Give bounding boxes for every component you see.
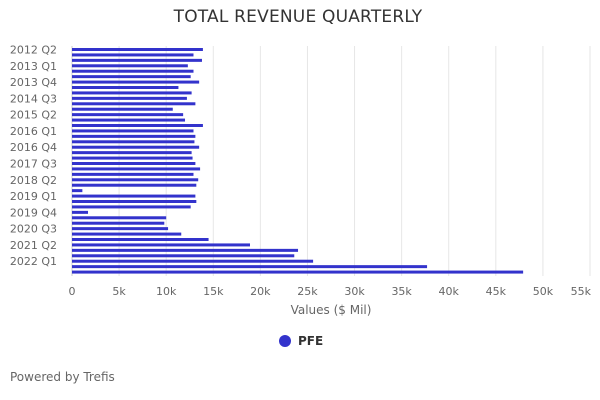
bar-2014-q1[interactable]: [72, 86, 179, 89]
powered-by-footer: Powered by Trefis: [10, 370, 115, 384]
x-tick-label: 25k: [297, 285, 318, 298]
x-tick-label: 45k: [486, 285, 507, 298]
bar-2013-q2[interactable]: [72, 69, 194, 73]
bar-2012-q4[interactable]: [72, 58, 202, 62]
legend-marker-icon: [279, 335, 291, 347]
y-tick-label: 2017 Q3: [10, 158, 57, 171]
bar-2022-q1[interactable]: [72, 259, 314, 263]
bar-2018-q2[interactable]: [72, 178, 199, 182]
bar-2013-q1[interactable]: [72, 64, 188, 68]
y-axis-labels: 2012 Q2 2013 Q1 2013 Q4 2014 Q3 2015 Q2 2016 …: [10, 44, 57, 269]
x-tick-label: 30k: [344, 285, 365, 298]
bar-2021-q1[interactable]: [72, 238, 209, 241]
bar-2012-q2[interactable]: [72, 48, 203, 51]
bar-2017-q2[interactable]: [72, 156, 193, 160]
bar-2020-q3[interactable]: [72, 227, 169, 231]
bar-2019-q4[interactable]: [72, 210, 89, 214]
bar-2015-q2[interactable]: [72, 113, 184, 117]
bar-2020-q4[interactable]: [72, 232, 182, 236]
y-tick-label: 2014 Q3: [10, 92, 57, 105]
bar-2019-q2[interactable]: [72, 200, 197, 203]
bar-2022-q2[interactable]: [72, 265, 428, 269]
bar-2015-q3[interactable]: [72, 118, 186, 122]
bar-2014-q3[interactable]: [72, 96, 187, 100]
y-tick-label: 2016 Q1: [10, 125, 57, 138]
bar-2019-q3[interactable]: [72, 205, 191, 209]
x-tick-label: 40k: [439, 285, 460, 298]
chart-title: TOTAL REVENUE QUARTERLY: [173, 7, 423, 27]
y-tick-label: 2013 Q4: [10, 76, 57, 89]
bar-2017-q4[interactable]: [72, 167, 201, 171]
x-tick-label: 50k: [533, 285, 554, 298]
bar-2013-q3[interactable]: [72, 75, 191, 79]
bar-2017-q1[interactable]: [72, 151, 192, 155]
bar-2015-q4[interactable]: [72, 124, 203, 127]
bar-2020-q2[interactable]: [72, 221, 165, 225]
bar-2021-q2[interactable]: [72, 243, 251, 247]
legend[interactable]: PFE: [279, 334, 323, 348]
bars: [72, 48, 524, 274]
x-tick-label: 10k: [156, 285, 177, 298]
y-tick-label: 2021 Q2: [10, 239, 57, 252]
y-tick-label: 2019 Q4: [10, 206, 57, 219]
bar-2017-q3[interactable]: [72, 162, 196, 165]
bar-2021-q4[interactable]: [72, 254, 295, 258]
legend-label: PFE: [298, 334, 324, 348]
x-tick-label: 5k: [112, 285, 126, 298]
bar-2016-q4[interactable]: [72, 145, 200, 149]
bar-2012-q3[interactable]: [72, 53, 194, 57]
y-tick-label: 2012 Q2: [10, 44, 57, 57]
y-tick-label: 2020 Q3: [10, 223, 57, 236]
x-tick-label: 20k: [250, 285, 271, 298]
y-tick-label: 2018 Q2: [10, 174, 57, 187]
x-tick-label: 0: [69, 285, 76, 298]
bar-2016-q2[interactable]: [72, 134, 196, 138]
bar-2013-q4[interactable]: [72, 80, 200, 84]
bar-2018-q3[interactable]: [72, 183, 197, 187]
bar-2020-q1[interactable]: [72, 216, 167, 220]
bar-2018-q1[interactable]: [72, 172, 194, 176]
bar-2016-q1[interactable]: [72, 129, 194, 133]
x-tick-label: 15k: [203, 285, 224, 298]
bar-2016-q3[interactable]: [72, 140, 195, 144]
bar-chart: 2012 Q2 2013 Q1 2013 Q4 2014 Q3 2015 Q2 2016 …: [10, 44, 592, 318]
bar-2018-q4[interactable]: [72, 189, 83, 193]
gridlines: [71, 46, 591, 276]
bar-2014-q2[interactable]: [72, 91, 192, 95]
y-tick-label: 2013 Q1: [10, 60, 57, 73]
x-axis-title: Values ($ Mil): [291, 303, 372, 317]
bar-2022-q3[interactable]: [72, 270, 524, 274]
x-tick-label: 55k: [571, 285, 592, 298]
bar-2019-q1[interactable]: [72, 194, 196, 198]
y-tick-label: 2016 Q4: [10, 141, 57, 154]
y-tick-label: 2022 Q1: [10, 255, 57, 268]
x-tick-label: 35k: [391, 285, 412, 298]
bar-2014-q4[interactable]: [72, 102, 196, 106]
bar-2021-q3[interactable]: [72, 248, 299, 252]
y-tick-label: 2015 Q2: [10, 109, 57, 122]
bar-2015-q1[interactable]: [72, 107, 173, 111]
x-axis-labels: 0 5k 10k 15k 20k 25k 30k 35k 40k 45k 50k 55k: [69, 285, 592, 298]
y-tick-label: 2019 Q1: [10, 190, 57, 203]
